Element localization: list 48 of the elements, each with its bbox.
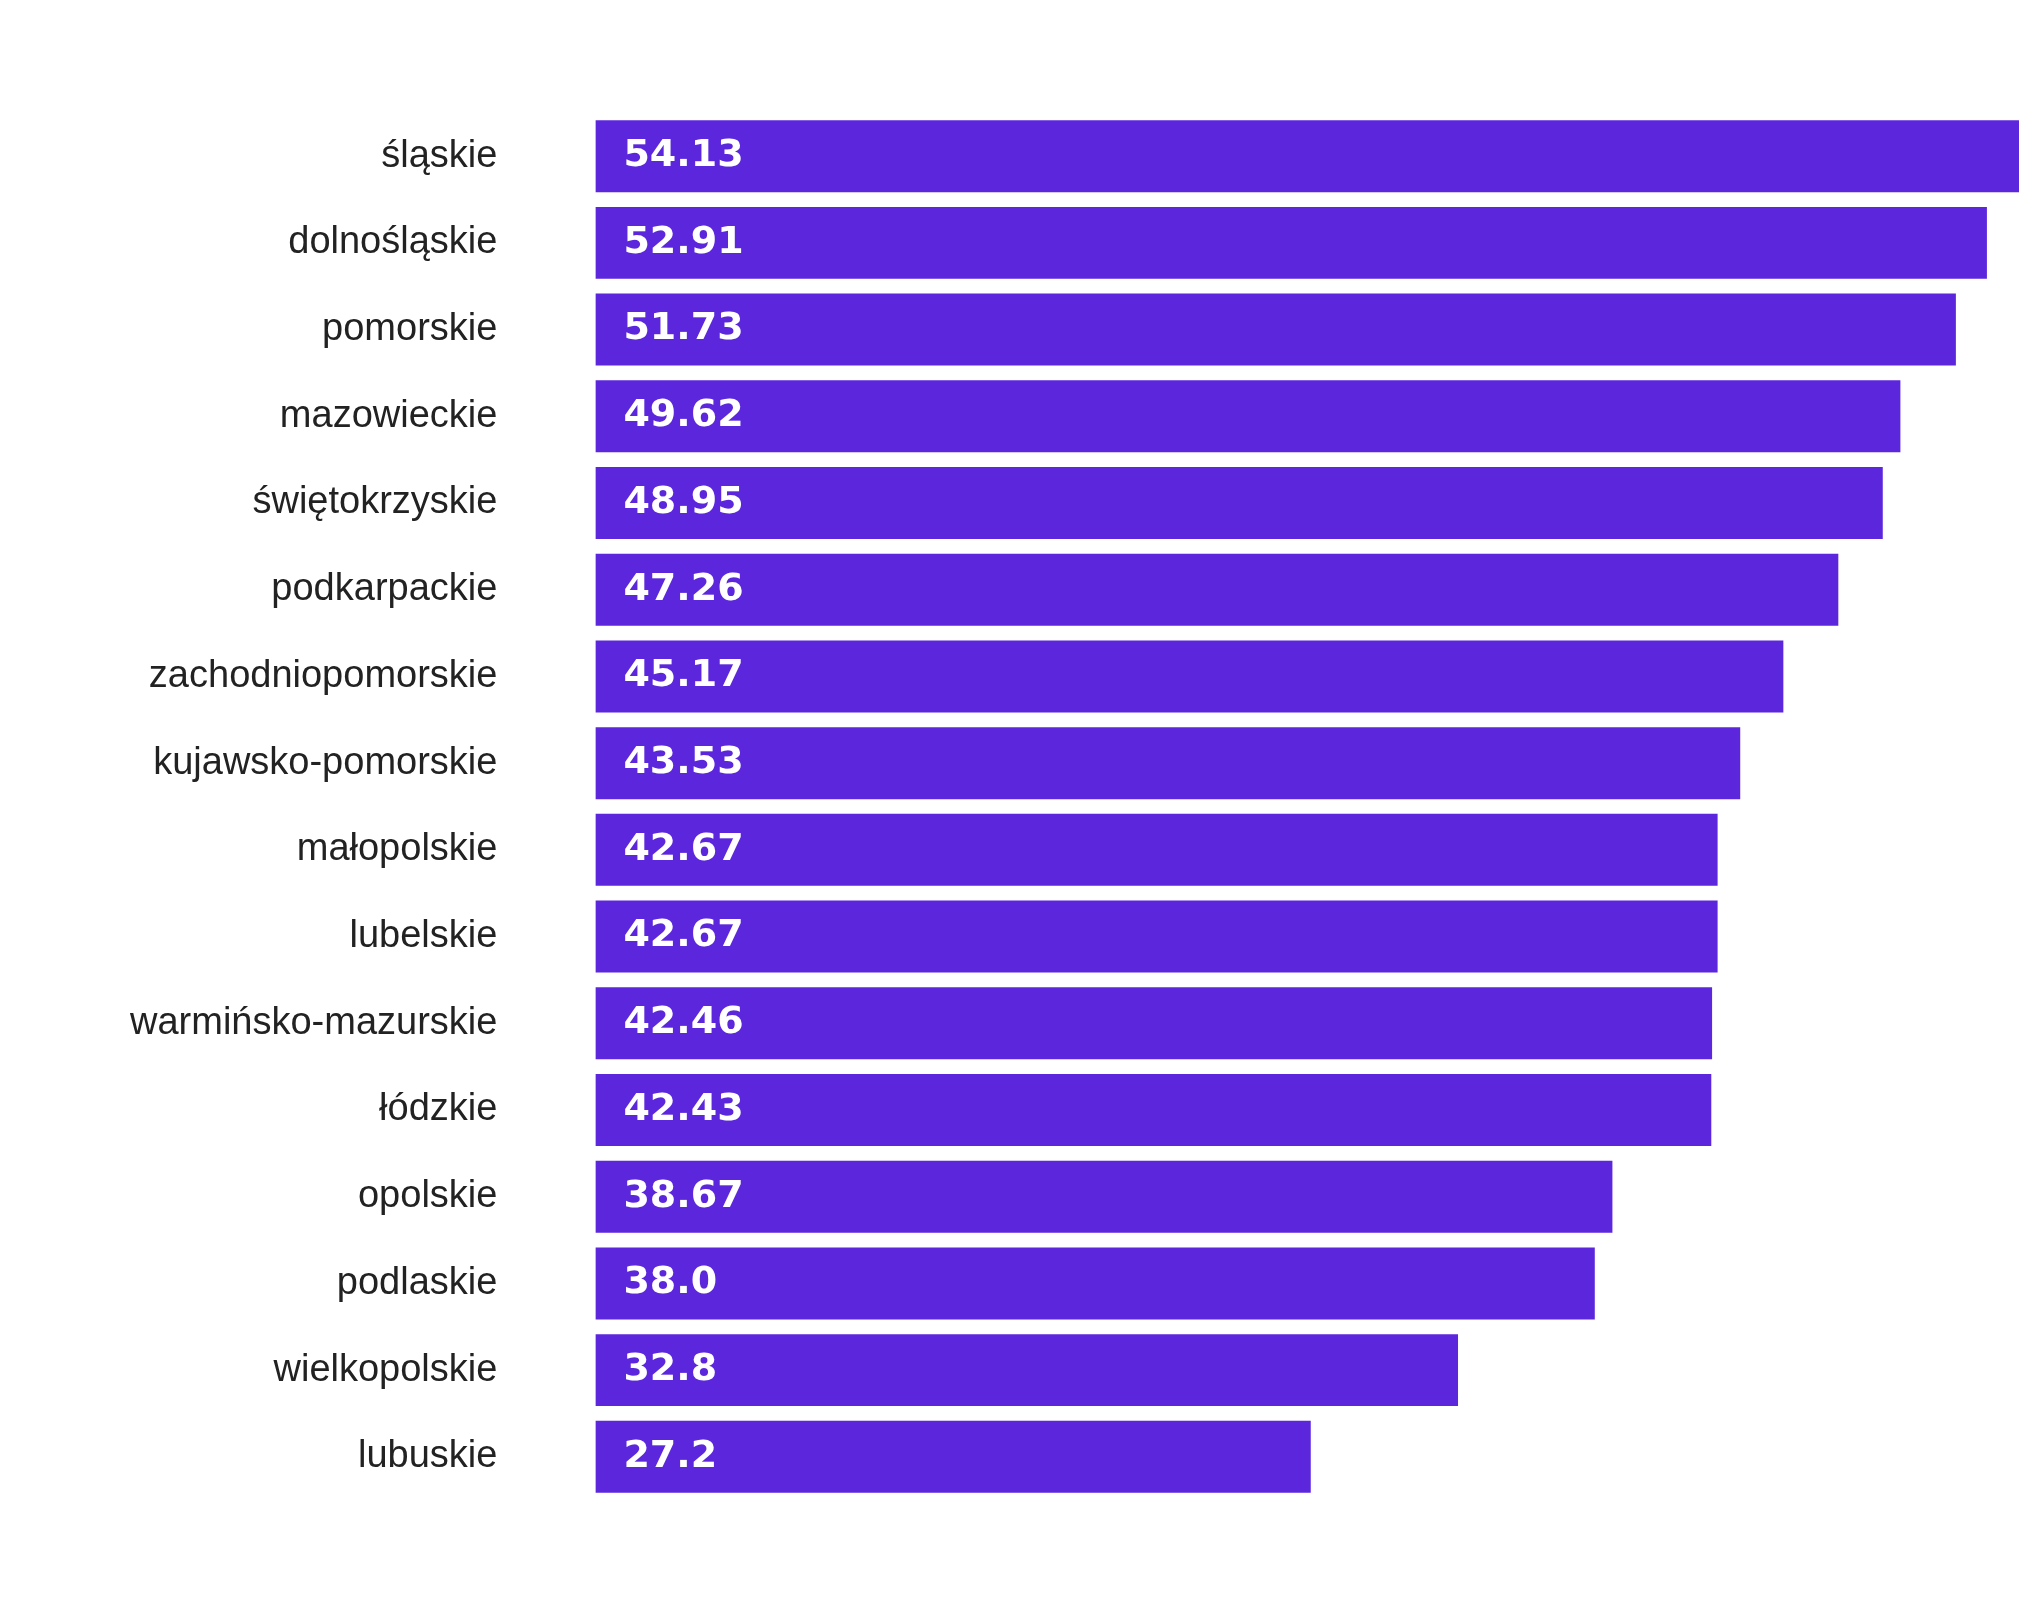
data-label: 51.73 <box>623 304 744 349</box>
data-label: 49.62 <box>623 391 744 436</box>
bar <box>595 1420 1311 1493</box>
bar <box>595 640 1784 713</box>
bar <box>595 467 1883 539</box>
data-label: 43.53 <box>623 738 744 783</box>
y-tick-label: wielkopolskie <box>272 1346 498 1389</box>
bar <box>595 206 1987 279</box>
bar <box>595 1074 1712 1146</box>
data-label: 27.2 <box>623 1431 718 1476</box>
y-tick-label: warmińsko-mazurskie <box>129 999 498 1042</box>
data-label: 52.91 <box>623 217 744 262</box>
y-tick-label: lubuskie <box>357 1433 498 1476</box>
data-label: 42.46 <box>623 998 744 1043</box>
data-label: 45.17 <box>623 651 744 696</box>
bar <box>595 813 1718 886</box>
data-label: 48.95 <box>623 477 744 522</box>
y-tick-label: dolnośląskie <box>288 219 498 262</box>
bar <box>595 120 2019 193</box>
bar <box>595 553 1839 626</box>
data-label: 32.8 <box>623 1345 718 1390</box>
bar <box>595 727 1741 800</box>
y-tick-label: świętokrzyskie <box>252 479 498 522</box>
bar <box>595 1247 1595 1320</box>
y-tick-label: kujawsko-pomorskie <box>153 739 498 782</box>
bar <box>595 1334 1459 1407</box>
y-tick-label: łódzkie <box>379 1086 498 1129</box>
y-tick-label: podkarpackie <box>271 566 498 609</box>
data-label: 38.0 <box>623 1258 718 1303</box>
y-tick-label: małopolskie <box>296 826 498 869</box>
data-label: 47.26 <box>623 564 744 609</box>
y-tick-label: mazowieckie <box>279 392 498 435</box>
bar <box>595 293 1956 366</box>
data-label: 54.13 <box>623 131 744 176</box>
bar <box>595 380 1901 453</box>
y-tick-label: zachodniopomorskie <box>148 652 498 695</box>
y-tick-label: lubelskie <box>349 913 498 956</box>
y-tick-label: pomorskie <box>322 306 498 349</box>
y-tick-label: podlaskie <box>336 1259 498 1302</box>
data-label: 42.67 <box>623 824 744 869</box>
data-label: 42.43 <box>623 1084 744 1129</box>
data-label: 42.67 <box>623 911 744 956</box>
y-tick-label: opolskie <box>357 1173 498 1216</box>
bar <box>595 987 1713 1060</box>
bar <box>595 1160 1613 1233</box>
y-tick-label: śląskie <box>381 132 498 175</box>
bar <box>595 900 1718 973</box>
data-label: 38.67 <box>623 1171 744 1216</box>
